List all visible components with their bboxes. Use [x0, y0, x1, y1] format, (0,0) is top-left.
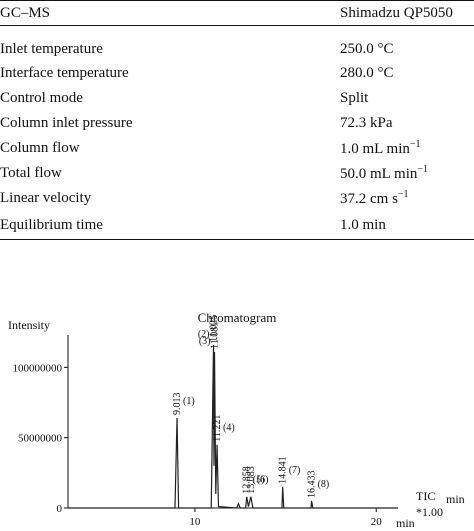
table-header-value: Shimadzu QP5050 — [340, 0, 474, 26]
x-axis-label: min — [396, 516, 415, 530]
table-row: Inlet temperature 250.0 °C — [0, 26, 474, 62]
value-text: 280.0 °C — [340, 65, 394, 81]
row-value: 50.0 mL min−1 — [340, 161, 474, 186]
table-row: Interface temperature 280.0 °C — [0, 61, 474, 86]
table-row: Equilibrium time 1.0 min — [0, 211, 474, 240]
row-value: 37.2 cm s−1 — [340, 186, 474, 211]
table-row: Linear velocity 37.2 cm s−1 — [0, 186, 474, 211]
value-exponent: −1 — [409, 139, 421, 150]
value-exponent: −1 — [417, 164, 428, 175]
table-header-label: GC–MS — [0, 0, 340, 26]
y-tick-label: 0 — [57, 503, 63, 515]
row-value: 1.0 mL min−1 — [340, 136, 474, 161]
row-label: Total flow — [0, 165, 62, 181]
trace-label: TIC — [416, 489, 435, 503]
row-label: Linear velocity — [0, 190, 92, 206]
table-row: Column inlet pressure 72.3 kPa — [0, 111, 474, 136]
peak-number: (1) — [183, 396, 195, 407]
row-value: 72.3 kPa — [340, 111, 474, 136]
peak-number: (6) — [257, 475, 269, 486]
table-row: Total flow 50.0 mL min−1 — [0, 161, 474, 186]
peak-number: (8) — [318, 479, 330, 490]
value-text: 1.0 mL min — [340, 141, 410, 157]
peak-time: 13.083 — [246, 466, 257, 494]
peak-number: (2) — [198, 329, 210, 340]
x-tick-label: 20 — [371, 516, 383, 528]
value-text: 1.0 min — [340, 216, 386, 233]
peak-time: 11.221 — [212, 415, 223, 442]
trace-scale: *1.00 — [416, 505, 443, 519]
y-tick-label: 100000000 — [13, 362, 63, 374]
table-row: Column flow 1.0 mL min−1 — [0, 136, 474, 161]
row-label: Column inlet pressure — [0, 115, 133, 131]
value-text: 250.0 °C — [340, 41, 394, 57]
trace-unit: min — [446, 492, 465, 506]
row-value: 1.0 min — [340, 211, 474, 240]
peak-number: (4) — [223, 423, 235, 434]
peak-number: (5) — [253, 475, 265, 486]
row-label: Interface temperature — [0, 65, 129, 81]
peak-time: 14.841 — [278, 456, 289, 484]
peak-number: (7) — [289, 465, 301, 476]
y-axis-label: Intensity — [8, 318, 50, 332]
row-value: Split — [340, 86, 474, 111]
peak-time: 9.013 — [172, 392, 183, 415]
value-text: Split — [340, 90, 369, 106]
value-text: 50.0 mL min — [340, 166, 418, 182]
table-row: Control mode Split — [0, 86, 474, 111]
row-value: 250.0 °C — [340, 26, 474, 62]
y-tick-label: 50000000 — [18, 433, 63, 445]
row-label: Equilibrium time — [0, 211, 340, 240]
row-label: Column flow — [0, 140, 80, 156]
value-text: 37.2 cm s — [340, 191, 398, 207]
settings-table: GC–MS Shimadzu QP5050 Inlet temperature 2… — [0, 0, 474, 240]
chart-title: Chromatogram — [198, 310, 277, 325]
tic-trace — [68, 344, 398, 509]
peak-time: 16.433 — [307, 470, 318, 498]
row-value: 280.0 °C — [340, 61, 474, 86]
row-label: Inlet temperature — [0, 41, 103, 57]
x-tick-label: 10 — [189, 516, 201, 528]
value-exponent: −1 — [397, 189, 409, 200]
row-label: Control mode — [0, 90, 83, 106]
peak-time: 11.081 — [210, 322, 221, 349]
peak-time: 12.858 — [242, 466, 253, 494]
value-text: 72.3 kPa — [340, 115, 393, 131]
peak-time: 11.025 — [209, 315, 220, 342]
peak-number: (3) — [199, 336, 211, 347]
